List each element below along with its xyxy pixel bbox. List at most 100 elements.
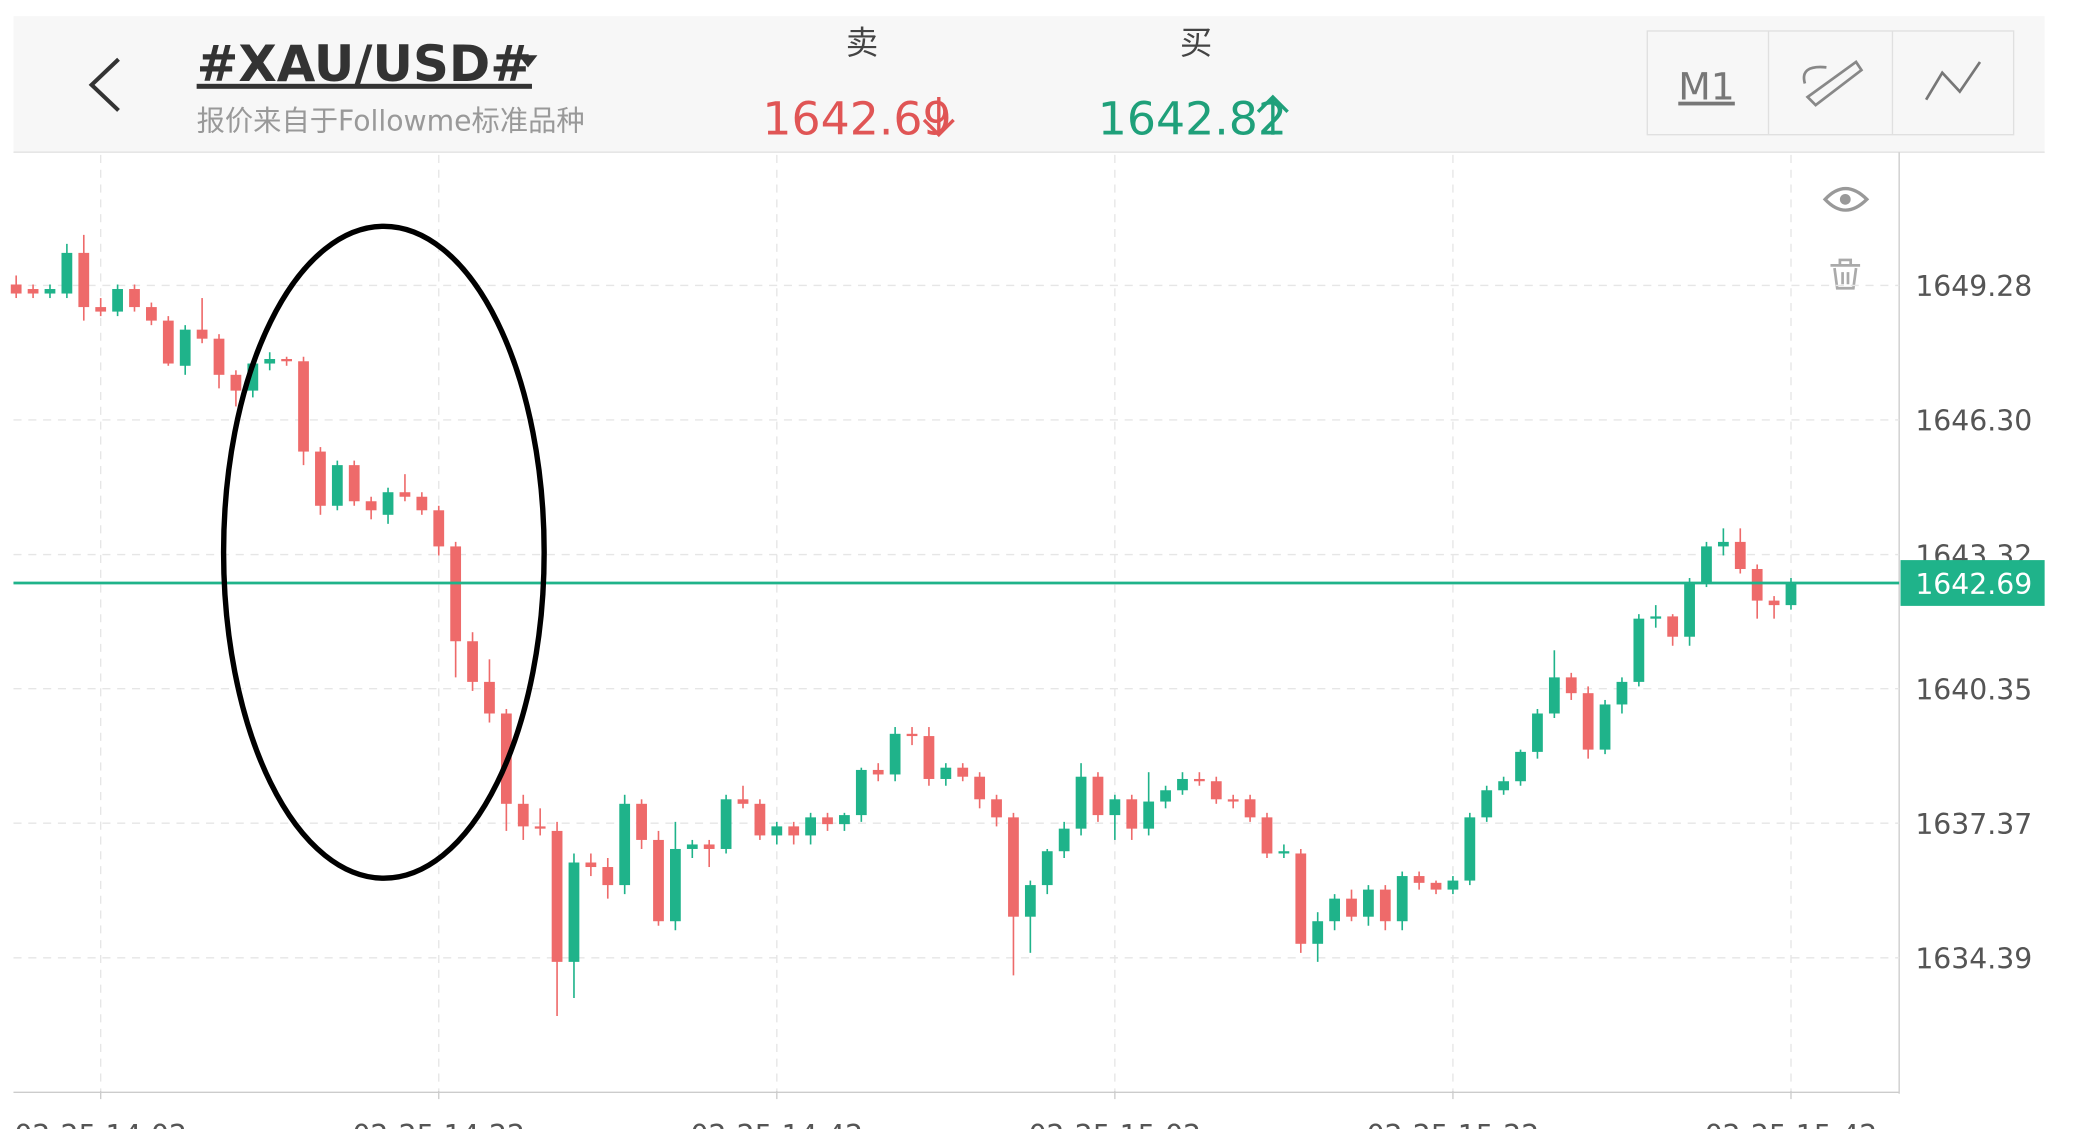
candle-body (602, 867, 614, 886)
candle-body (940, 767, 952, 779)
candle-body (568, 862, 580, 962)
candle-body (670, 848, 681, 922)
delete-icon[interactable] (1830, 258, 1861, 290)
candle-body (737, 799, 749, 804)
candle-body (281, 359, 293, 362)
candle-body (315, 451, 326, 506)
candle-body (10, 284, 22, 294)
indicator-button[interactable] (1924, 61, 1982, 101)
candle-body (1075, 776, 1087, 829)
candle-body (146, 307, 157, 321)
candle-body (1126, 799, 1138, 829)
candle-body (1447, 880, 1459, 890)
candle-body (450, 546, 462, 642)
draw-tool-button[interactable] (1802, 60, 1864, 107)
candle-body (78, 252, 90, 308)
candle-body (1582, 693, 1594, 750)
candle-body (1210, 781, 1222, 800)
buy-price[interactable]: 1642.82 (1098, 92, 1287, 146)
candle-body (855, 769, 867, 816)
quote-source: 报价来自于Followme标准品种 (197, 105, 585, 138)
candle-body (484, 681, 495, 714)
y-tick-label: 1634.39 (1915, 943, 2032, 976)
candle-body (95, 307, 107, 312)
sell-label: 卖 (846, 24, 878, 62)
candle-body (264, 359, 276, 364)
candle-body (298, 361, 309, 452)
candle-body (517, 803, 529, 827)
candle-body (1616, 681, 1628, 705)
candle-body (1143, 801, 1155, 829)
candle-body (805, 817, 817, 836)
y-tick-label: 1637.37 (1915, 808, 2032, 841)
candle-body (1160, 790, 1171, 802)
candle-body (906, 733, 918, 737)
candle-body (822, 817, 833, 825)
symbol-dropdown[interactable] (518, 55, 538, 68)
x-tick-label: 02-25 15:42 (1705, 1119, 1878, 1129)
candle-body (1515, 751, 1526, 782)
candle-body (1177, 778, 1188, 791)
candle-body (534, 826, 546, 829)
candle-body (179, 329, 191, 366)
visibility-icon[interactable] (1822, 186, 1870, 212)
candle-body (1261, 817, 1273, 854)
candle-body (1684, 582, 1695, 637)
candle-body (1346, 898, 1357, 917)
buy-up-arrow (1256, 94, 1289, 135)
candle-body (974, 776, 986, 800)
sell-price[interactable]: 1642.69 (762, 92, 951, 146)
sell-down-arrow (922, 96, 955, 138)
x-tick-label: 02-25 15:22 (1367, 1119, 1540, 1129)
annotation-ellipse (220, 223, 547, 881)
candle-body (1650, 616, 1662, 619)
candle-body (1379, 889, 1391, 922)
candle-body (1278, 851, 1290, 854)
candle-body (196, 329, 208, 339)
candle-body (467, 641, 478, 682)
candle-body (247, 363, 259, 391)
candle-body (1464, 817, 1476, 881)
candle-body (1058, 828, 1070, 852)
candle-body (230, 374, 242, 391)
candle-body (129, 289, 140, 308)
candle-body (399, 492, 411, 497)
candle-body (61, 252, 73, 294)
candle-body (1329, 898, 1340, 922)
candle-body (1295, 853, 1307, 944)
candle-body (991, 799, 1002, 818)
candle-body (433, 510, 445, 547)
candle-body (1768, 600, 1780, 606)
candle-body (1717, 541, 1729, 547)
candle-body (703, 844, 715, 849)
candle-body (1532, 713, 1543, 752)
y-tick-label: 1646.30 (1915, 405, 2032, 438)
candle-body (923, 736, 935, 779)
candle-body (1565, 677, 1577, 694)
candle-body (1785, 582, 1797, 606)
candle-body (957, 767, 969, 777)
back-button[interactable] (88, 57, 120, 112)
candle-body (162, 320, 174, 364)
candle-body (1667, 616, 1679, 637)
candle-body (1734, 541, 1746, 569)
candle-body (788, 826, 800, 836)
candle-body (27, 289, 39, 294)
candle-body (1363, 889, 1374, 917)
candle-body (872, 769, 884, 775)
candle-body (348, 465, 360, 502)
symbol-title[interactable]: #XAU/USD# (197, 35, 532, 93)
candle-body (1481, 790, 1493, 818)
x-tick-label: 02-25 15:02 (1029, 1119, 1202, 1129)
chart-area: 1634.391637.371640.351643.321646.301649.… (10, 154, 2045, 1129)
timeframe-button[interactable]: M1 (1678, 65, 1735, 109)
candle-body (112, 289, 123, 312)
candle-body (365, 501, 377, 511)
candle-body (551, 830, 563, 962)
current-price-tag (1900, 560, 2045, 606)
candle-body (1396, 876, 1408, 922)
candle-body (1092, 776, 1104, 816)
